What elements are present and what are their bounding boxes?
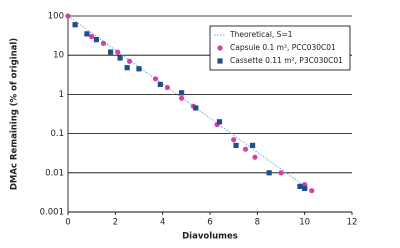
dot-marker	[100, 40, 107, 46]
legend-label: Cassette 0.11 m², P3C030C01	[230, 56, 343, 65]
dot-marker	[231, 137, 237, 143]
y-tick-label: 0.01	[45, 168, 64, 178]
legend-label: Theoretical, S=1	[229, 30, 293, 39]
x-tick-label: 4	[160, 218, 165, 228]
x-tick-label: 6	[207, 218, 212, 228]
square-marker	[179, 90, 185, 96]
square-marker	[117, 55, 123, 61]
square-marker	[302, 185, 308, 191]
dot-marker	[278, 170, 284, 176]
square-marker	[84, 31, 90, 37]
x-tick-label: 12	[347, 218, 358, 228]
y-tick-label: 0.1	[50, 129, 64, 139]
square-marker	[72, 22, 78, 28]
y-tick-label: 100	[48, 12, 64, 22]
square-marker	[233, 142, 239, 149]
square-marker	[297, 183, 303, 189]
x-axis-label: Diavolumes	[182, 232, 238, 242]
square-marker	[216, 119, 223, 125]
dot-marker	[126, 58, 133, 64]
x-tick-label: 8	[255, 218, 260, 228]
dot-marker	[179, 95, 185, 101]
dot-marker	[252, 154, 258, 160]
y-tick-label: 0.001	[40, 208, 64, 218]
dot-marker	[65, 13, 71, 19]
y-axis-label: DMAc Remaining (% of original)	[10, 38, 20, 190]
square-marker	[93, 37, 99, 43]
square-marker	[266, 170, 272, 176]
square-marker	[108, 49, 114, 55]
square-marker	[193, 105, 199, 111]
square-marker	[157, 81, 163, 87]
dot-marker	[242, 146, 249, 152]
dot-marker	[164, 84, 170, 91]
x-tick-label: 10	[299, 218, 310, 228]
dot-marker	[152, 76, 159, 82]
dot-marker	[115, 49, 121, 55]
y-tick-label: 10	[53, 51, 64, 61]
square-marker	[136, 66, 142, 72]
y-tick-label: 1	[59, 90, 64, 100]
theoretical-line	[67, 15, 313, 192]
x-tick-label: 0	[65, 218, 70, 228]
x-tick-label: 2	[113, 218, 118, 228]
square-marker	[217, 58, 223, 64]
square-marker	[124, 65, 130, 71]
legend-box	[209, 25, 351, 71]
dot-marker	[309, 188, 315, 194]
dot-marker	[217, 45, 223, 51]
dot-marker	[89, 33, 95, 40]
square-marker	[250, 142, 256, 149]
legend-label: Capsule 0.1 m², PCC030C01	[230, 43, 336, 52]
